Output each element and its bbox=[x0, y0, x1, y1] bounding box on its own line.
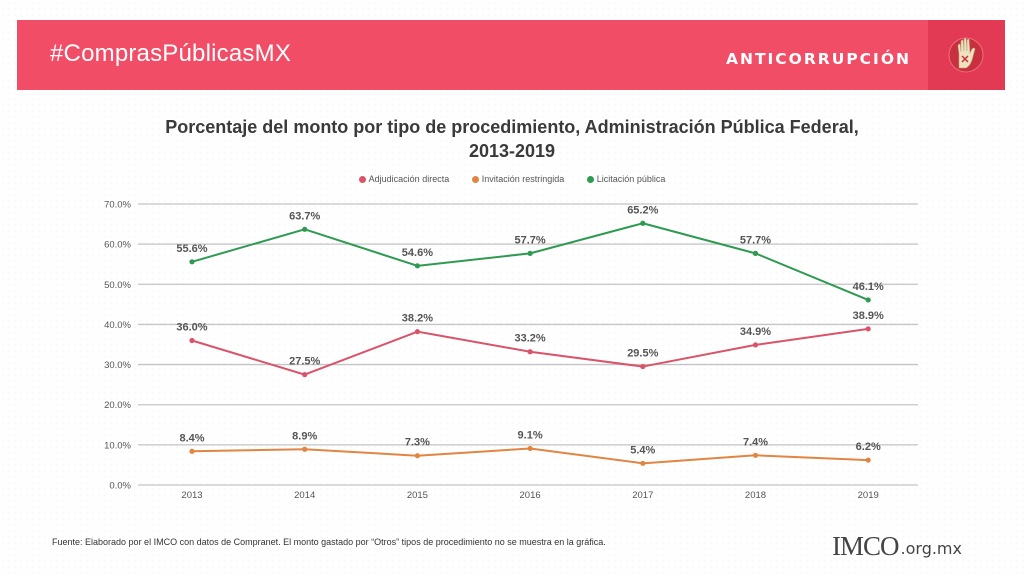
data-label: 8.9% bbox=[292, 430, 317, 442]
x-axis-ticks: 2013 2014 2015 2016 2017 2018 2019 bbox=[181, 490, 878, 501]
chart-legend: Adjudicación directa Invitación restring… bbox=[0, 174, 1024, 185]
imco-logo[interactable]: IMCO .org.mx bbox=[832, 528, 962, 564]
data-point bbox=[302, 372, 308, 378]
legend-marker bbox=[586, 175, 594, 183]
data-point bbox=[302, 446, 308, 452]
data-point bbox=[189, 448, 195, 454]
data-label: 27.5% bbox=[289, 356, 320, 368]
data-label: 46.1% bbox=[853, 281, 884, 293]
data-label: 57.7% bbox=[514, 234, 545, 246]
legend-item-licitacion[interactable]: Licitación pública bbox=[586, 174, 666, 184]
y-tick-label: 50.0% bbox=[104, 280, 131, 291]
data-label: 7.3% bbox=[405, 437, 430, 449]
x-tick-label: 2013 bbox=[181, 490, 202, 501]
data-point bbox=[865, 457, 871, 463]
data-point bbox=[414, 329, 420, 335]
hashtag-label: #ComprasPúblicasMX bbox=[50, 40, 292, 67]
data-point bbox=[527, 250, 533, 256]
data-label: 33.2% bbox=[514, 333, 545, 345]
data-point bbox=[752, 342, 759, 348]
y-tick-label: 0.0% bbox=[109, 481, 131, 492]
source-note: Fuente: Elaborado por el IMCO con datos … bbox=[52, 537, 606, 547]
data-label: 57.7% bbox=[740, 234, 771, 246]
data-label: 54.6% bbox=[402, 247, 433, 259]
legend-marker bbox=[471, 175, 479, 183]
x-tick-label: 2018 bbox=[745, 490, 766, 501]
data-point bbox=[865, 297, 871, 303]
data-point bbox=[189, 259, 195, 265]
data-point bbox=[752, 250, 759, 256]
chart-title-line-1: Porcentaje del monto por tipo de procedi… bbox=[165, 117, 859, 137]
x-tick-label: 2015 bbox=[407, 490, 428, 501]
data-point bbox=[414, 453, 420, 459]
data-label: 38.2% bbox=[402, 313, 433, 325]
data-label: 29.5% bbox=[627, 348, 658, 360]
legend-label: Adjudicación directa bbox=[368, 174, 450, 184]
y-tick-label: 30.0% bbox=[104, 360, 131, 371]
y-axis-ticks: 0.0% 10.0% 20.0% 30.0% 40.0% 50.0% 60.0% 70.0% bbox=[104, 200, 131, 492]
data-point bbox=[640, 363, 646, 370]
section-logo bbox=[928, 20, 1005, 90]
legend-label: Licitación pública bbox=[596, 174, 666, 184]
data-label: 7.4% bbox=[743, 436, 768, 448]
data-label: 65.2% bbox=[627, 204, 658, 216]
data-point bbox=[414, 263, 420, 269]
data-label: 38.9% bbox=[853, 310, 884, 322]
chart-title-line-2: 2013-2019 bbox=[468, 141, 556, 161]
data-point bbox=[189, 337, 195, 344]
data-point bbox=[865, 326, 871, 332]
y-tick-label: 60.0% bbox=[104, 240, 131, 251]
x-tick-label: 2017 bbox=[632, 490, 653, 501]
x-tick-label: 2016 bbox=[520, 490, 541, 501]
data-point bbox=[640, 460, 646, 466]
legend-item-adjudicacion[interactable]: Adjudicación directa bbox=[358, 174, 450, 184]
legend-marker bbox=[358, 175, 366, 183]
data-label: 6.2% bbox=[856, 441, 881, 453]
data-label: 5.4% bbox=[630, 444, 655, 456]
data-label: 55.6% bbox=[176, 243, 207, 255]
data-point bbox=[527, 349, 533, 355]
x-tick-label: 2019 bbox=[858, 490, 879, 501]
gridlines bbox=[138, 203, 918, 486]
data-point bbox=[527, 445, 533, 452]
data-label: 34.9% bbox=[740, 326, 771, 338]
legend-item-invitacion[interactable]: Invitación restringida bbox=[471, 174, 565, 184]
data-point bbox=[640, 220, 646, 226]
header-banner: #ComprasPúblicasMX ANTICORRUPCIÓN bbox=[17, 20, 1005, 90]
data-label: 36.0% bbox=[176, 321, 207, 333]
section-label: ANTICORRUPCIÓN bbox=[726, 50, 911, 68]
data-labels: 36.0% 27.5% 38.2% 33.2% 29.5% 34.9% 38.9% 8.4% 8… bbox=[176, 204, 884, 456]
chart-title: Porcentaje del monto por tipo de procedi… bbox=[60, 115, 964, 163]
x-tick-label: 2014 bbox=[294, 490, 315, 501]
data-label: 9.1% bbox=[518, 429, 543, 441]
raised-hand-icon bbox=[948, 37, 984, 73]
data-point bbox=[752, 452, 759, 458]
data-label: 63.7% bbox=[289, 210, 320, 222]
legend-label: Invitación restringida bbox=[481, 174, 565, 184]
series-lines bbox=[189, 220, 871, 466]
imco-logo-domain: .org.mx bbox=[900, 538, 962, 558]
y-tick-label: 10.0% bbox=[104, 440, 131, 451]
y-tick-label: 20.0% bbox=[104, 400, 131, 411]
y-tick-label: 70.0% bbox=[104, 200, 131, 211]
data-label: 8.4% bbox=[179, 432, 204, 444]
data-point bbox=[302, 226, 308, 232]
y-tick-label: 40.0% bbox=[104, 320, 131, 331]
imco-logo-text: IMCO bbox=[832, 530, 900, 561]
